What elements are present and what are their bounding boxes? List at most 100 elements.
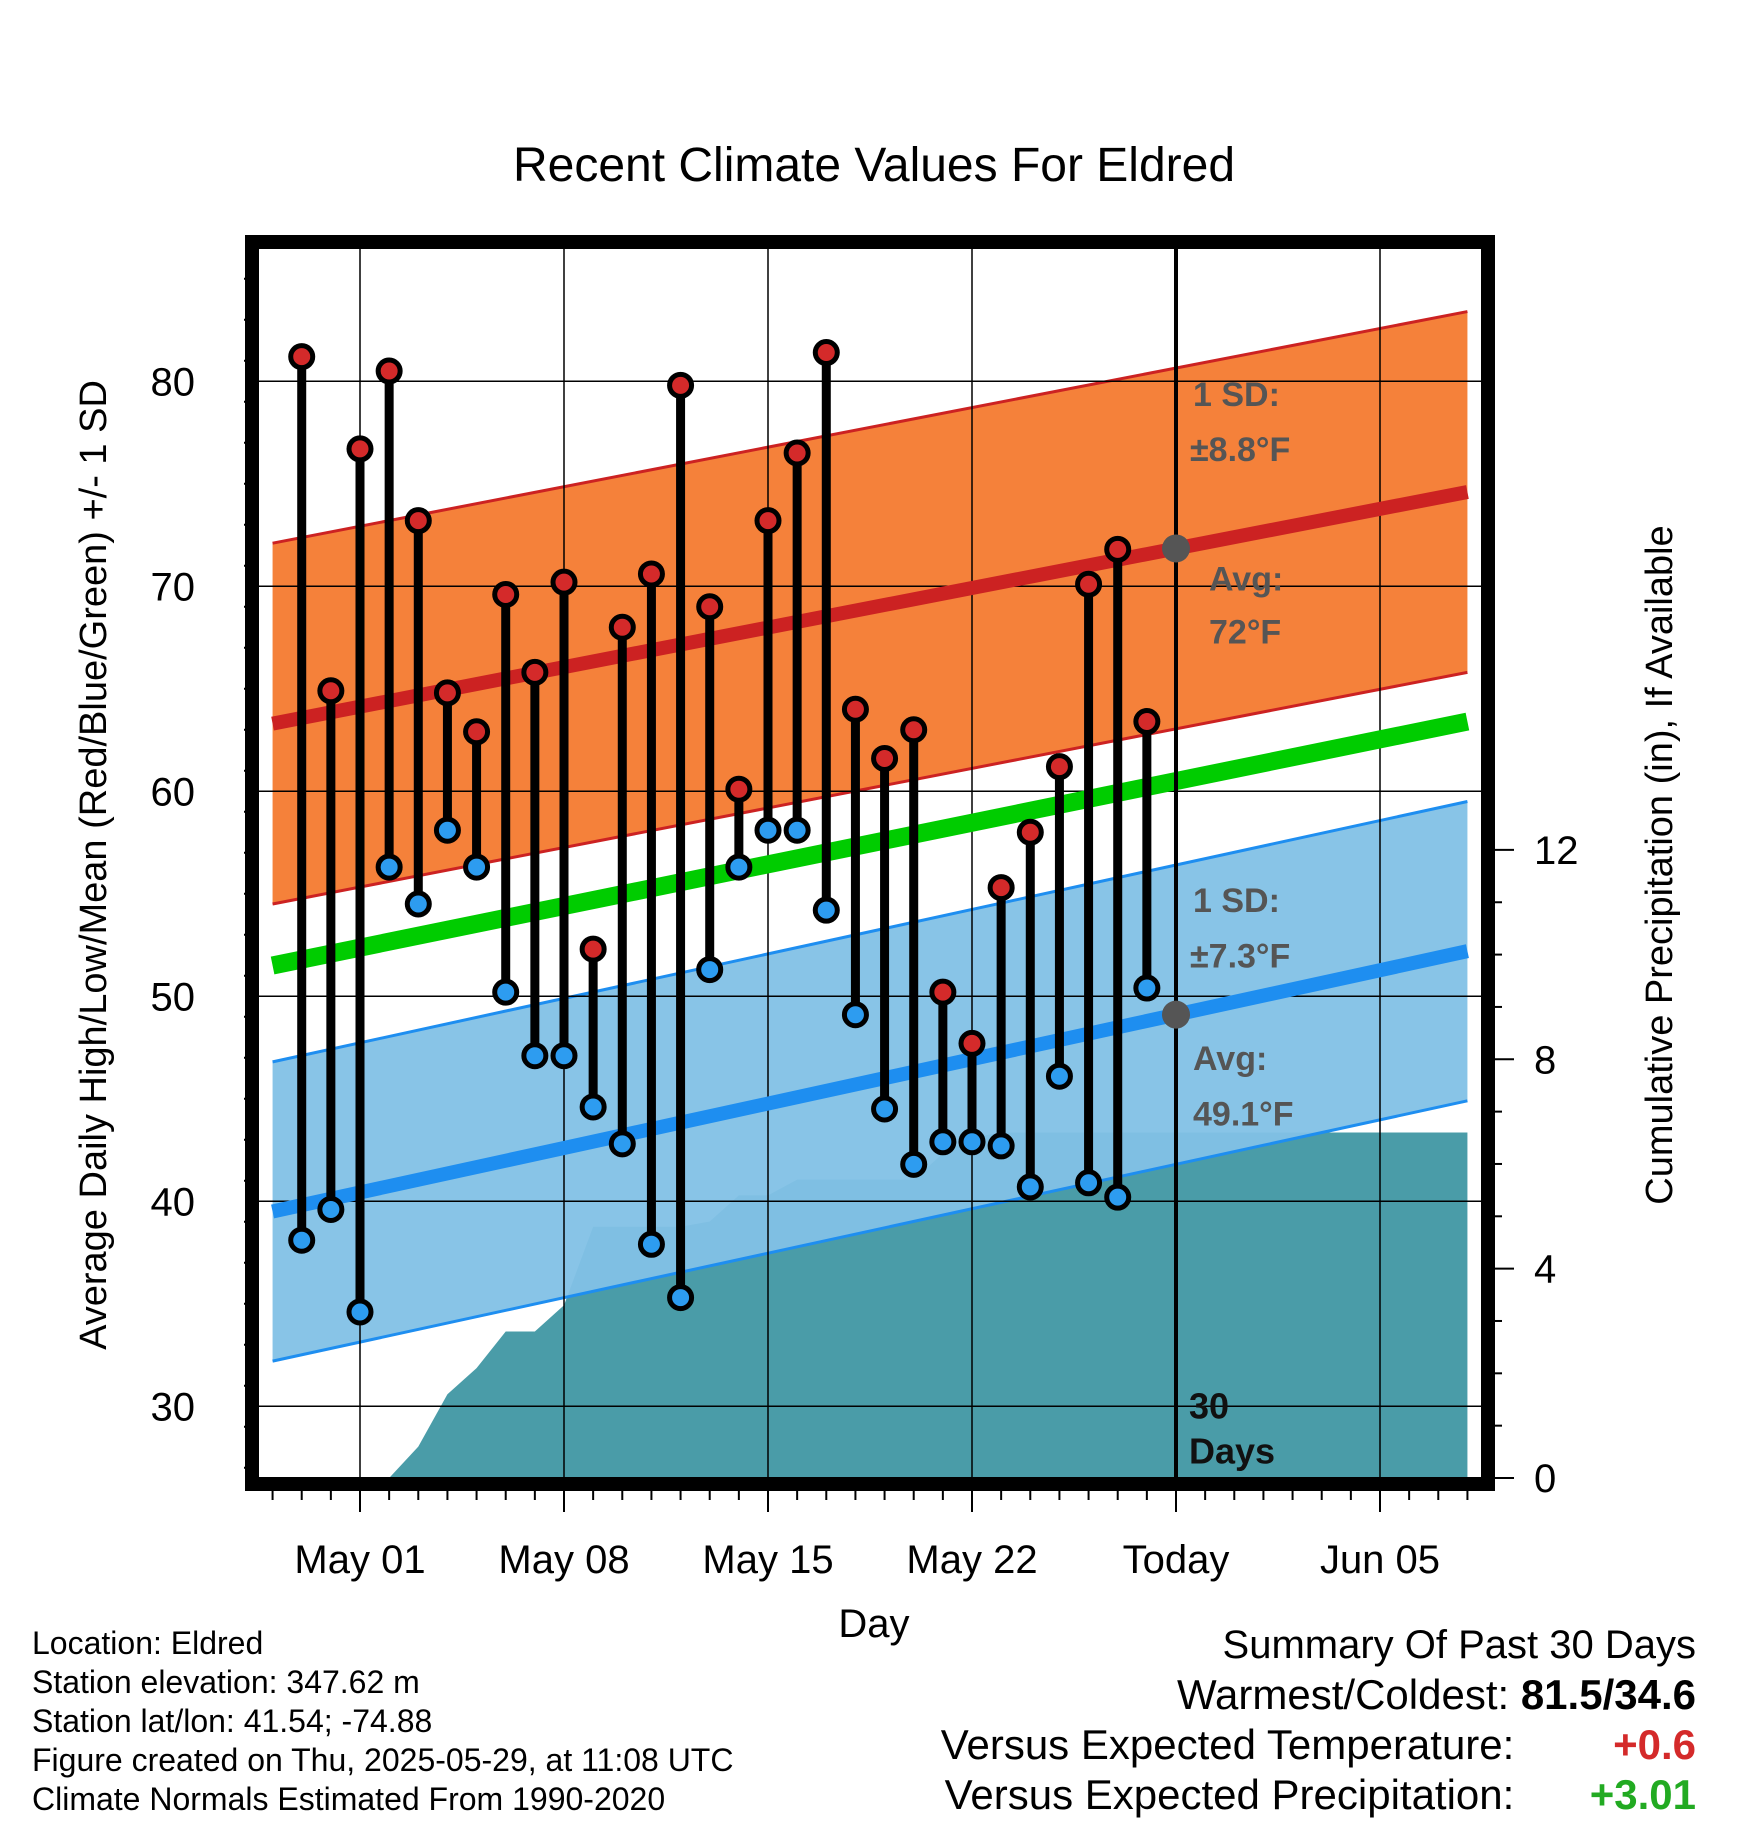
low-avg-value: 49.1°F	[1193, 1095, 1294, 1133]
days-label-line: Days	[1189, 1431, 1275, 1472]
y-axis-label: Average Daily High/Low/Mean (Red/Blue/Gr…	[73, 380, 115, 1350]
daily-low-point	[346, 1298, 374, 1326]
daily-high-point	[958, 1029, 986, 1057]
y-tick-label: 80	[151, 360, 196, 404]
daily-low-point	[900, 1150, 928, 1178]
y-tick-label: 70	[151, 565, 196, 609]
x-tick-label: May 15	[702, 1538, 833, 1582]
y-tick-label: 40	[151, 1180, 196, 1224]
daily-low-point	[929, 1128, 957, 1156]
daily-low-point	[812, 896, 840, 924]
daily-high-point	[637, 560, 665, 588]
normals-text: Climate Normals Estimated From 1990-2020	[32, 1781, 666, 1817]
daily-high-point	[550, 568, 578, 596]
high-avg-label: Avg:	[1209, 560, 1283, 598]
daily-low-point	[987, 1132, 1015, 1160]
daily-low-point	[754, 816, 782, 844]
x-tick-label: May 22	[906, 1538, 1037, 1582]
low-sd-label: 1 SD:	[1193, 882, 1280, 920]
y2-tick-label: 8	[1534, 1038, 1556, 1082]
summary-panel: Summary Of Past 30 Days Warmest/Coldest:…	[941, 1620, 1696, 1820]
normal-high-line	[271, 485, 1469, 731]
y2-tick-label: 4	[1534, 1248, 1556, 1292]
daily-low-point	[1133, 974, 1161, 1002]
daily-high-point	[1016, 818, 1044, 846]
location-text: Location: Eldred	[32, 1625, 264, 1661]
days-label: 30 Days	[1189, 1386, 1275, 1472]
elevation-text: Station elevation: 347.62 m	[32, 1664, 420, 1700]
plot-area	[258, 248, 1482, 1478]
daily-high-point	[375, 357, 403, 385]
temp-label: Versus Expected Temperature:	[940, 1721, 1515, 1768]
x-tick-label: Jun 05	[1320, 1538, 1440, 1582]
y2-tick-label: 0	[1534, 1457, 1556, 1501]
daily-high-point	[433, 679, 461, 707]
latlon-text: Station lat/lon: 41.54; -74.88	[32, 1703, 433, 1739]
daily-high-point	[929, 978, 957, 1006]
y-tick-label: 50	[151, 975, 196, 1019]
daily-low-point	[1045, 1062, 1073, 1090]
daily-low-point	[871, 1095, 899, 1123]
x-tick-label: May 08	[498, 1538, 629, 1582]
daily-high-point	[608, 613, 636, 641]
daily-high-point	[812, 339, 840, 367]
daily-low-point	[492, 978, 520, 1006]
daily-low-point	[841, 1001, 869, 1029]
daily-high-point	[754, 507, 782, 535]
y-tick-label: 60	[151, 770, 196, 814]
precip-label: Versus Expected Precipitation:	[944, 1771, 1515, 1818]
normal-low-line	[271, 944, 1469, 1219]
today-low-avg-marker	[1162, 1000, 1190, 1029]
temp-value: +0.6	[1613, 1721, 1696, 1768]
daily-low-point	[433, 816, 461, 844]
daily-low-point	[696, 956, 724, 984]
daily-high-point	[579, 935, 607, 963]
x-tick-label: Today	[1123, 1538, 1230, 1582]
x-tick-label: May 01	[294, 1538, 425, 1582]
daily-high-point	[492, 580, 520, 608]
low-sd-band-upper	[272, 800, 1468, 1064]
high-sd-value: ±8.8°F	[1190, 431, 1290, 469]
y2-tick-label: 12	[1534, 829, 1579, 873]
daily-high-point	[1104, 535, 1132, 563]
warm-cold-label: Warmest/Coldest:	[1176, 1671, 1510, 1718]
daily-low-point	[637, 1230, 665, 1258]
daily-low-point	[725, 853, 753, 881]
daily-low-point	[463, 853, 491, 881]
low-sd-value: ±7.3°F	[1190, 938, 1290, 976]
daily-high-point	[987, 874, 1015, 902]
daily-high-point	[667, 371, 695, 399]
high-sd-label: 1 SD:	[1193, 376, 1280, 414]
daily-high-point	[841, 695, 869, 723]
daily-low-point	[375, 853, 403, 881]
today-high-avg-marker	[1162, 534, 1190, 563]
warm-cold-value: 81.5/34.6	[1520, 1671, 1696, 1718]
days-label-line: 30	[1189, 1386, 1229, 1427]
daily-low-point	[958, 1128, 986, 1156]
daily-low-point	[1104, 1183, 1132, 1211]
summary-title: Summary Of Past 30 Days	[1222, 1623, 1696, 1667]
daily-low-point	[608, 1130, 636, 1158]
low-sd-band-lower	[272, 1099, 1468, 1363]
y2-axis-label: Cumulative Precipitation (in), If Availa…	[1639, 525, 1681, 1204]
precip-value: +3.01	[1589, 1771, 1696, 1818]
low-avg-label: Avg:	[1193, 1040, 1267, 1078]
daily-high-point	[1133, 708, 1161, 736]
temp-row: Versus Expected Temperature: +0.6	[941, 1720, 1696, 1770]
daily-low-point	[1075, 1169, 1103, 1197]
daily-low-point	[667, 1284, 695, 1312]
station-info: Location: Eldred Station elevation: 347.…	[32, 1624, 733, 1819]
daily-low-point	[317, 1195, 345, 1223]
daily-low-point	[783, 816, 811, 844]
daily-high-point	[521, 658, 549, 686]
daily-low-point	[579, 1093, 607, 1121]
daily-high-point	[1045, 753, 1073, 781]
daily-high-point	[871, 744, 899, 772]
plot-frame	[245, 235, 1495, 1491]
chart-title: Recent Climate Values For Eldred	[513, 139, 1235, 192]
daily-low-point	[521, 1042, 549, 1070]
daily-high-point	[900, 716, 928, 744]
daily-low-point	[404, 890, 432, 918]
precip-row: Versus Expected Precipitation: +3.01	[941, 1770, 1696, 1820]
